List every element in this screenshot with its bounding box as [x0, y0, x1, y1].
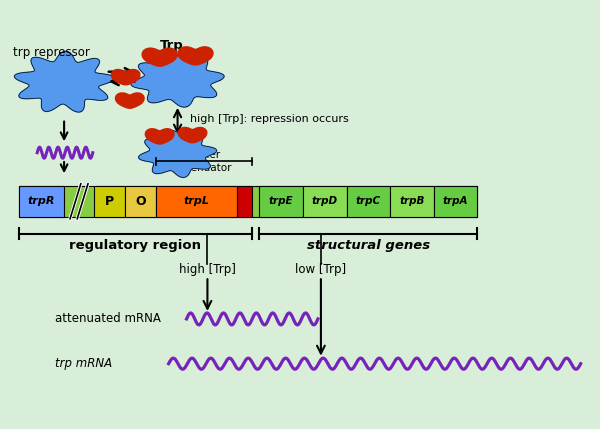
Text: Trp: Trp — [160, 39, 184, 52]
Text: trp repressor: trp repressor — [13, 46, 90, 59]
Bar — [347, 186, 390, 217]
Bar — [19, 186, 478, 217]
Text: trpE: trpE — [269, 196, 293, 206]
Bar — [236, 186, 251, 217]
Text: trpL: trpL — [184, 196, 209, 206]
Text: leader: leader — [187, 150, 220, 160]
Text: attenuated mRNA: attenuated mRNA — [55, 312, 161, 326]
Text: trpA: trpA — [443, 196, 469, 206]
Text: trpR: trpR — [28, 196, 55, 206]
Polygon shape — [178, 47, 213, 65]
Text: structural genes: structural genes — [307, 239, 430, 252]
Bar — [94, 186, 125, 217]
Bar — [390, 186, 434, 217]
Polygon shape — [145, 129, 174, 144]
Polygon shape — [131, 53, 224, 107]
Bar — [259, 186, 303, 217]
Text: regulatory region: regulatory region — [70, 239, 202, 252]
Polygon shape — [178, 127, 207, 143]
Polygon shape — [139, 130, 217, 178]
Bar — [19, 186, 64, 217]
Bar — [156, 186, 236, 217]
Bar — [125, 186, 156, 217]
Text: P: P — [105, 195, 114, 208]
Polygon shape — [116, 93, 144, 108]
Text: high [Trp]: repression occurs: high [Trp]: repression occurs — [190, 114, 348, 124]
Text: O: O — [135, 195, 146, 208]
Bar — [303, 186, 347, 217]
Text: trpD: trpD — [312, 196, 338, 206]
Bar — [434, 186, 478, 217]
Text: trpC: trpC — [356, 196, 381, 206]
Text: trp mRNA: trp mRNA — [55, 357, 112, 370]
Text: attenuator: attenuator — [176, 163, 232, 173]
Polygon shape — [14, 51, 115, 112]
Polygon shape — [112, 69, 140, 85]
Text: low [Trp]: low [Trp] — [295, 263, 346, 276]
Text: high [Trp]: high [Trp] — [179, 263, 236, 276]
Polygon shape — [142, 48, 177, 66]
Text: trpB: trpB — [399, 196, 425, 206]
